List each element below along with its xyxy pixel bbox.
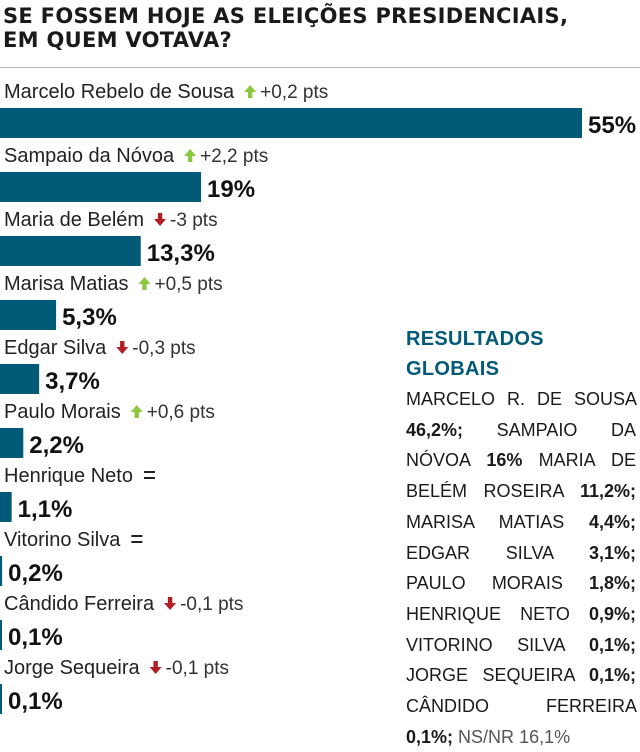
- value-label-candido-ferreira: 0,1%: [8, 624, 63, 651]
- poll-bar-chart: Marcelo Rebelo de Sousa +0,2 pts 55% Sampai…: [0, 81, 636, 715]
- arrow-up-icon: [138, 277, 151, 290]
- title-divider: [0, 67, 640, 68]
- change-label-candido-ferreira: -0,1 pts: [180, 594, 243, 615]
- value-label-marcelo-rebelo-de-sousa: 55%: [588, 112, 636, 139]
- row-sampaio-da-novoa: Sampaio da Nóvoa +2,2 pts 19%: [0, 145, 268, 203]
- result-name: MARISA MATIAS: [406, 511, 565, 532]
- bar-henrique-neto: [0, 492, 12, 522]
- value-label-sampaio-da-novoa: 19%: [207, 176, 255, 203]
- result-value: 0,1%;: [588, 665, 636, 686]
- change-label-marisa-matias: +0,5 pts: [154, 274, 222, 295]
- arrow-down-icon: [164, 597, 177, 610]
- value-label-edgar-silva: 3,7%: [45, 368, 100, 395]
- change-label-edgar-silva: -0,3 pts: [132, 338, 195, 359]
- bar-sampaio-da-novoa: [0, 172, 202, 202]
- result-value: 3,1%;: [588, 542, 636, 563]
- candidate-label-maria-de-belem: Maria de Belém: [4, 209, 144, 231]
- value-label-marisa-matias: 5,3%: [62, 304, 117, 331]
- result-value: 4,4%;: [588, 511, 636, 532]
- row-paulo-morais: Paulo Morais +0,6 pts 2,2%: [0, 401, 215, 459]
- result-name: PAULO MORAIS: [406, 573, 563, 594]
- chart-title-line-2: EM QUEM VOTAVA?: [3, 28, 233, 52]
- bar-candido-ferreira: [0, 620, 2, 650]
- arrow-up-icon: [184, 149, 197, 162]
- arrow-up-icon: [130, 405, 143, 418]
- row-jorge-sequeira: Jorge Sequeira -0,1 pts 0,1%: [0, 657, 229, 715]
- chart-title-line-1: SE FOSSEM HOJE AS ELEIÇÕES PRESIDENCIAIS…: [3, 4, 569, 28]
- change-label-sampaio-da-novoa: +2,2 pts: [200, 146, 268, 167]
- candidate-label-vitorino-silva: Vitorino Silva: [4, 529, 121, 551]
- bar-jorge-sequeira: [0, 684, 2, 714]
- result-name: EDGAR SILVA: [406, 542, 554, 563]
- result-name: VITORINO SILVA: [406, 634, 565, 655]
- arrow-up-icon: [244, 85, 257, 98]
- bar-maria-de-belem: [0, 236, 141, 266]
- result-name: CÂNDIDO FERREIRA: [406, 696, 636, 717]
- result-name: MARCELO R. DE SOUSA: [406, 389, 636, 409]
- candidate-label-edgar-silva: Edgar Silva: [4, 337, 107, 359]
- change-label-marcelo-rebelo-de-sousa: +0,2 pts: [260, 82, 328, 103]
- arrow-down-icon: [149, 661, 162, 674]
- row-marisa-matias: Marisa Matias +0,5 pts 5,3%: [0, 273, 223, 331]
- chart-title: SE FOSSEM HOJE AS ELEIÇÕES PRESIDENCIAIS…: [3, 4, 633, 52]
- bar-edgar-silva: [0, 364, 40, 394]
- value-label-paulo-morais: 2,2%: [29, 432, 84, 459]
- value-label-maria-de-belem: 13,3%: [147, 240, 215, 267]
- candidate-label-jorge-sequeira: Jorge Sequeira: [4, 657, 141, 679]
- change-label-maria-de-belem: -3 pts: [170, 210, 218, 231]
- global-results-text: MARCELO R. DE SOUSA 46,2%; SAMPAIO DA NÓ…: [406, 384, 636, 752]
- bar-marisa-matias: [0, 300, 57, 330]
- arrow-down-icon: [116, 341, 129, 354]
- change-label-jorge-sequeira: -0,1 pts: [166, 658, 229, 679]
- row-maria-de-belem: Maria de Belém -3 pts 13,3%: [0, 209, 218, 267]
- result-value: 46,2%;: [406, 419, 464, 440]
- candidate-label-marcelo-rebelo-de-sousa: Marcelo Rebelo de Sousa: [4, 81, 235, 103]
- value-label-jorge-sequeira: 0,1%: [8, 688, 63, 715]
- result-name: MARIA DE BELÉM ROSEIRA: [406, 450, 636, 502]
- candidate-label-candido-ferreira: Cândido Ferreira: [4, 593, 155, 615]
- arrow-down-icon: [154, 213, 167, 226]
- row-marcelo-rebelo-de-sousa: Marcelo Rebelo de Sousa +0,2 pts 55%: [0, 81, 636, 139]
- result-value: 1,8%;: [588, 573, 636, 594]
- row-henrique-neto: Henrique Neto 1,1%: [0, 465, 155, 523]
- result-name: JORGE SEQUEIRA: [406, 665, 575, 686]
- candidate-label-henrique-neto: Henrique Neto: [4, 465, 133, 487]
- candidate-label-sampaio-da-novoa: Sampaio da Nóvoa: [4, 145, 175, 167]
- result-value: 0,1%;: [588, 634, 636, 655]
- global-results-title: RESULTADOS GLOBAIS: [406, 328, 544, 380]
- change-label-paulo-morais: +0,6 pts: [147, 402, 215, 423]
- result-value: 11,2%;: [579, 481, 636, 502]
- row-edgar-silva: Edgar Silva -0,3 pts 3,7%: [0, 337, 196, 395]
- global-results-panel: RESULTADOS GLOBAIS MARCELO R. DE SOUSA 4…: [406, 324, 636, 752]
- candidate-label-marisa-matias: Marisa Matias: [4, 273, 128, 295]
- bar-vitorino-silva: [0, 556, 3, 586]
- value-label-vitorino-silva: 0,2%: [8, 560, 63, 587]
- result-value: 16%: [486, 450, 523, 471]
- value-label-henrique-neto: 1,1%: [18, 496, 73, 523]
- candidate-label-paulo-morais: Paulo Morais: [4, 401, 121, 423]
- result-name: HENRIQUE NETO: [406, 603, 570, 624]
- row-vitorino-silva: Vitorino Silva 0,2%: [0, 529, 143, 587]
- row-candido-ferreira: Cândido Ferreira -0,1 pts 0,1%: [0, 593, 243, 651]
- result-name: SAMPAIO DA NÓVOA: [406, 419, 636, 471]
- bar-paulo-morais: [0, 428, 24, 458]
- equal-icon: [143, 471, 155, 479]
- result-value: 0,9%;: [588, 603, 636, 624]
- equal-icon: [131, 535, 143, 543]
- bar-marcelo-rebelo-de-sousa: [0, 108, 582, 138]
